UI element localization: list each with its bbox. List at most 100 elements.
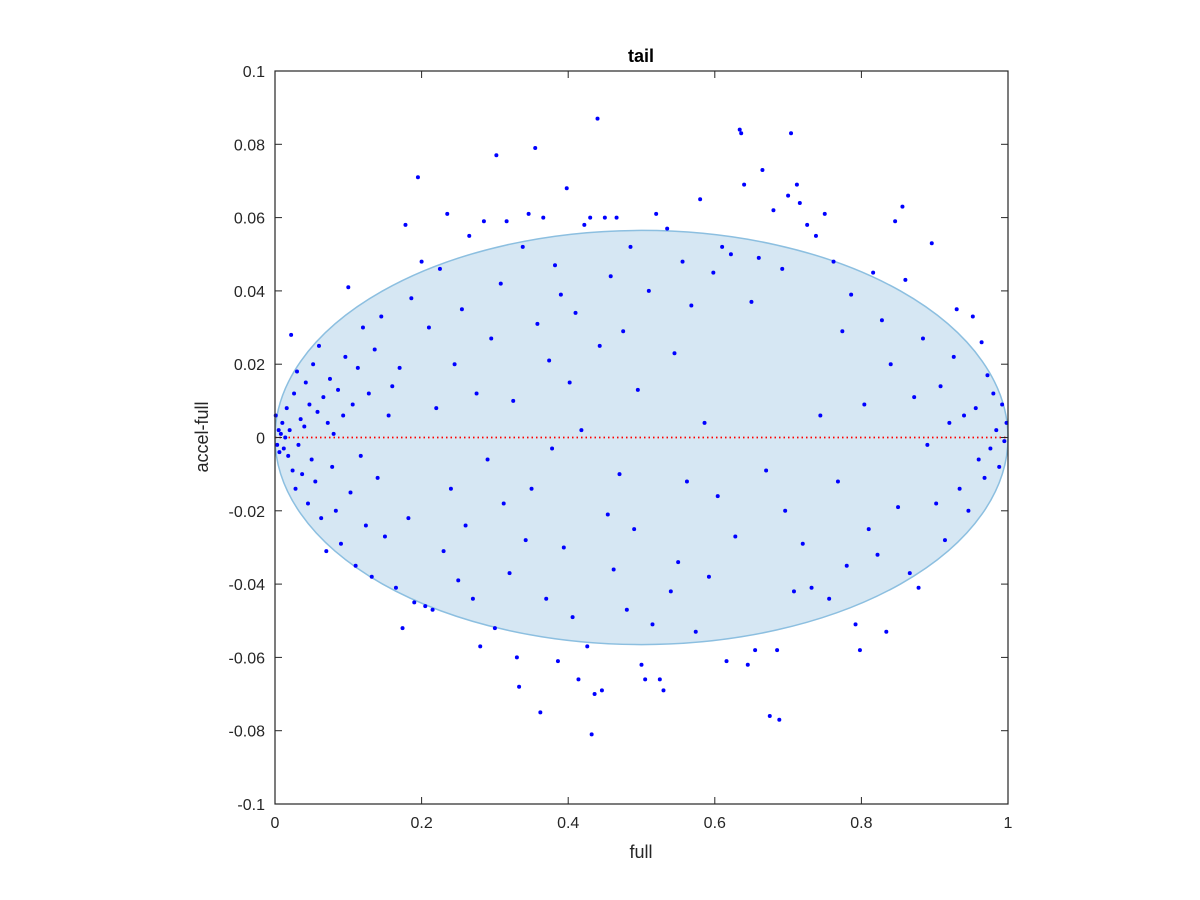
data-point <box>934 501 939 506</box>
data-point <box>403 222 408 227</box>
data-point <box>632 527 637 532</box>
data-point <box>350 402 355 407</box>
data-point <box>654 211 659 216</box>
data-point <box>764 468 769 473</box>
data-point <box>879 318 884 323</box>
data-point <box>386 413 391 418</box>
data-point <box>771 208 776 213</box>
data-point <box>327 376 332 381</box>
data-point <box>775 648 780 653</box>
data-point <box>393 585 398 590</box>
data-point <box>599 688 604 693</box>
data-point <box>474 391 479 396</box>
data-point <box>558 292 563 297</box>
data-point <box>579 428 584 433</box>
data-point <box>592 692 597 697</box>
data-point <box>292 391 297 396</box>
data-point <box>485 457 490 462</box>
data-point <box>1000 402 1005 407</box>
data-point <box>481 219 486 224</box>
data-point <box>605 512 610 517</box>
data-point <box>492 626 497 631</box>
y-tick-label: -0.04 <box>229 577 266 594</box>
data-point <box>570 615 575 620</box>
data-point <box>379 314 384 319</box>
data-point <box>305 501 310 506</box>
data-point <box>957 486 962 491</box>
x-tick-label: 0.2 <box>410 815 432 832</box>
data-point <box>976 457 981 462</box>
data-point <box>360 325 365 330</box>
data-point <box>533 145 538 150</box>
data-point <box>624 607 629 612</box>
data-point <box>309 457 314 462</box>
data-point <box>321 395 326 400</box>
data-point <box>296 442 301 447</box>
data-point <box>463 523 468 528</box>
y-tick-label: 0.02 <box>234 357 265 374</box>
data-point <box>498 281 503 286</box>
data-point <box>452 362 457 367</box>
data-point <box>313 479 318 484</box>
data-point <box>315 409 320 414</box>
data-point <box>794 182 799 187</box>
data-point <box>576 677 581 682</box>
data-point <box>456 578 461 583</box>
data-point <box>459 307 464 312</box>
data-point <box>372 347 377 352</box>
data-point <box>661 688 666 693</box>
data-point <box>276 428 281 433</box>
data-point <box>369 574 374 579</box>
data-point <box>343 354 348 359</box>
data-point <box>938 384 943 389</box>
data-point <box>582 222 587 227</box>
data-point <box>397 365 402 370</box>
data-point <box>617 472 622 477</box>
data-point <box>294 369 299 374</box>
y-tick-label: 0 <box>256 431 265 448</box>
data-point <box>289 332 294 337</box>
data-point <box>535 321 540 326</box>
data-point <box>800 541 805 546</box>
data-point <box>284 406 289 411</box>
data-point <box>520 244 525 249</box>
data-point <box>668 589 673 594</box>
x-tick-label: 0.4 <box>557 815 579 832</box>
data-point <box>840 329 845 334</box>
data-point <box>979 340 984 345</box>
data-point <box>849 292 854 297</box>
data-point <box>756 255 761 260</box>
data-point <box>970 314 975 319</box>
data-point <box>693 629 698 634</box>
data-point <box>561 545 566 550</box>
data-point <box>382 534 387 539</box>
data-point <box>853 622 858 627</box>
y-tick-label: -0.06 <box>229 650 266 667</box>
data-point <box>547 358 552 363</box>
data-point <box>426 325 431 330</box>
data-point <box>573 310 578 315</box>
data-point <box>676 560 681 565</box>
data-point <box>942 538 947 543</box>
data-point <box>330 464 335 469</box>
data-point <box>916 585 921 590</box>
data-point <box>507 571 512 576</box>
data-point <box>275 442 280 447</box>
data-point <box>445 211 450 216</box>
data-point <box>614 215 619 220</box>
data-point <box>544 596 549 601</box>
x-axis-label: full <box>629 842 652 862</box>
x-tick-label: 0 <box>271 815 280 832</box>
x-tick-label: 1 <box>1004 815 1013 832</box>
data-point <box>437 266 442 271</box>
data-point <box>896 505 901 510</box>
data-point <box>511 398 516 403</box>
confidence-ellipse <box>274 229 1009 646</box>
data-point <box>888 362 893 367</box>
data-point <box>567 380 572 385</box>
data-point <box>742 182 747 187</box>
data-point <box>526 211 531 216</box>
data-point <box>813 233 818 238</box>
data-point <box>831 259 836 264</box>
data-point <box>982 475 987 480</box>
